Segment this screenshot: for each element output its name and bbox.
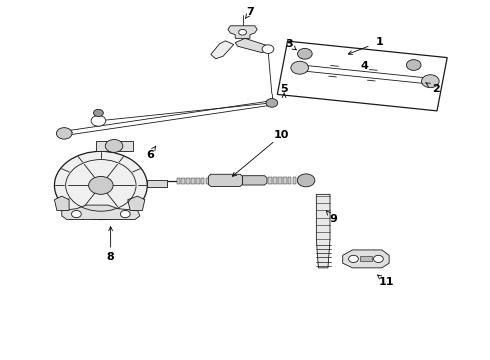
Text: 9: 9 <box>329 214 337 224</box>
Bar <box>186 178 190 184</box>
Circle shape <box>239 30 246 35</box>
Polygon shape <box>128 196 145 211</box>
Circle shape <box>121 211 130 218</box>
Circle shape <box>105 139 123 152</box>
Text: 11: 11 <box>379 277 394 287</box>
Bar <box>273 177 277 184</box>
Circle shape <box>297 48 312 59</box>
Bar <box>293 177 296 184</box>
Bar <box>298 177 301 184</box>
Circle shape <box>266 99 278 107</box>
Polygon shape <box>277 41 447 111</box>
Polygon shape <box>208 174 243 186</box>
Polygon shape <box>211 41 234 59</box>
Polygon shape <box>96 140 133 151</box>
Polygon shape <box>343 250 389 268</box>
Circle shape <box>297 174 315 187</box>
Bar <box>206 178 209 184</box>
Polygon shape <box>228 26 257 39</box>
Circle shape <box>94 109 103 117</box>
Text: 3: 3 <box>285 40 293 49</box>
Circle shape <box>406 60 421 71</box>
Circle shape <box>291 61 309 74</box>
Bar <box>196 178 199 184</box>
Polygon shape <box>317 194 330 268</box>
Circle shape <box>373 255 383 262</box>
Bar <box>288 177 292 184</box>
Circle shape <box>89 176 113 194</box>
Bar <box>176 178 180 184</box>
Text: 6: 6 <box>146 150 154 160</box>
Circle shape <box>72 211 81 218</box>
Bar <box>191 178 195 184</box>
Bar <box>211 178 214 184</box>
Text: 2: 2 <box>432 84 440 94</box>
Text: 5: 5 <box>280 84 288 94</box>
Bar <box>147 180 167 187</box>
Text: 7: 7 <box>246 7 254 17</box>
Text: 1: 1 <box>375 37 383 47</box>
Circle shape <box>421 75 439 88</box>
Bar <box>201 178 204 184</box>
Circle shape <box>348 255 358 262</box>
Text: 8: 8 <box>107 252 115 262</box>
Circle shape <box>91 116 106 126</box>
Bar <box>283 177 287 184</box>
Circle shape <box>54 151 147 220</box>
Circle shape <box>262 45 274 53</box>
Text: 4: 4 <box>361 61 368 71</box>
Polygon shape <box>360 256 372 261</box>
Text: 10: 10 <box>274 130 289 140</box>
Polygon shape <box>54 196 69 211</box>
Bar <box>278 177 282 184</box>
Circle shape <box>56 128 72 139</box>
Bar <box>269 177 272 184</box>
Polygon shape <box>235 39 270 53</box>
Polygon shape <box>62 205 140 220</box>
Polygon shape <box>243 176 267 185</box>
Bar <box>181 178 185 184</box>
